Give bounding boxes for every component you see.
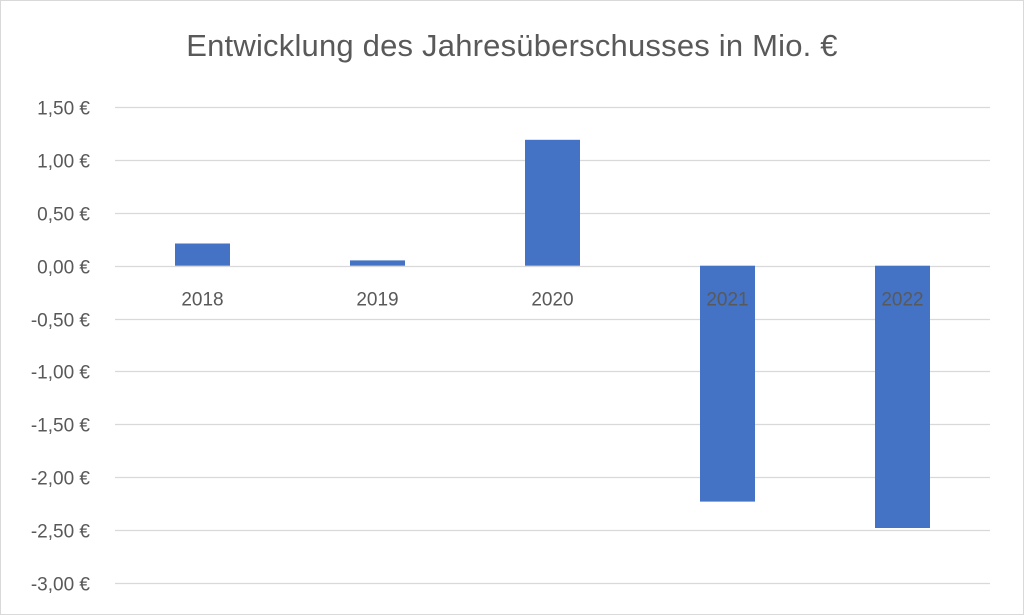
- y-tick-label: 1,00 €: [37, 152, 90, 173]
- y-tick-label: -0,50 €: [31, 311, 91, 332]
- y-tick-label: 0,50 €: [37, 205, 90, 226]
- y-axis-ticks: 1,50 € 1,00 € 0,50 € 0,00 € -0,50 € -1,00 € -1…: [31, 99, 91, 596]
- y-tick-label: -1,50 €: [31, 416, 91, 437]
- y-tick-label: 0,00 €: [37, 258, 90, 279]
- y-tick-label: 1,50 €: [37, 99, 90, 120]
- category-label-2020: 2020: [531, 290, 573, 311]
- y-tick-label: -3,00 €: [31, 575, 91, 596]
- y-tick-label: -2,50 €: [31, 522, 91, 543]
- y-tick-label: -2,00 €: [31, 469, 91, 490]
- category-label-2022: 2022: [881, 290, 923, 311]
- y-tick-label: -1,00 €: [31, 363, 91, 384]
- bar-2019: [350, 260, 405, 266]
- bar-2020: [525, 139, 580, 266]
- category-labels: 2018 2019 2020 2021 2022: [181, 290, 923, 311]
- bar-2018: [175, 243, 230, 266]
- chart-title: Entwicklung des Jahresüberschusses in Mi…: [186, 28, 838, 63]
- bars: [175, 139, 930, 528]
- category-label-2021: 2021: [706, 290, 748, 311]
- bar-2021: [700, 265, 755, 502]
- category-label-2018: 2018: [181, 290, 223, 311]
- category-label-2019: 2019: [356, 290, 398, 311]
- bar-2022: [875, 265, 930, 528]
